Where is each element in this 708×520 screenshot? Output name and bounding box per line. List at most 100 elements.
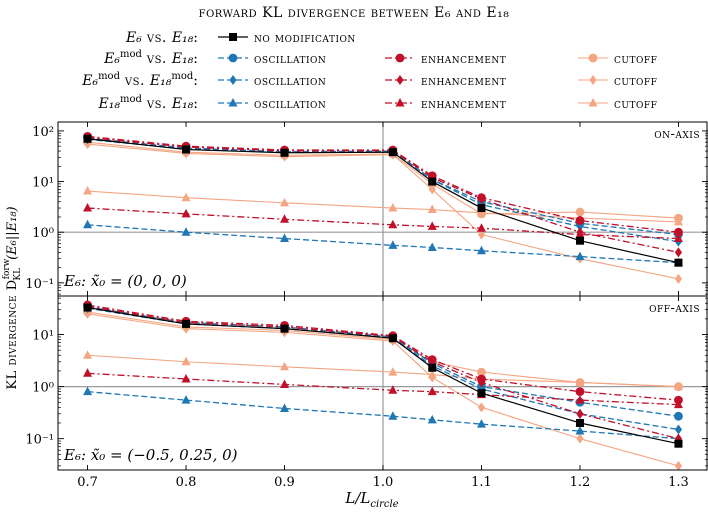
data-point [428, 184, 436, 195]
y-tick-label: 10⁻¹ [25, 277, 54, 292]
series-line [87, 313, 679, 467]
legend-swatch-marker [395, 98, 405, 107]
legend-entry-enhancement-triangle: enhancement [385, 97, 506, 112]
x-tick-label: 1.0 [373, 475, 394, 490]
data-point [575, 236, 584, 245]
data-point [673, 216, 683, 226]
data-point [674, 411, 683, 421]
legend-entry-none-square: no modification [218, 31, 356, 46]
series-line [87, 136, 679, 253]
legend-entry-label: oscillation [254, 74, 326, 89]
data-point [428, 177, 437, 186]
series-line [87, 138, 679, 264]
data-point [477, 367, 486, 377]
panel-annotation: E₆: x̃₀ = (0, 0, 0) [63, 272, 187, 290]
x-tick-label: 1.3 [668, 475, 689, 490]
legend-swatch-marker [228, 98, 238, 107]
series-line [87, 372, 679, 406]
y-axis-label: KL divergence DforwKL(E₆||E₁₈) [2, 206, 23, 389]
data-point [181, 395, 191, 404]
data-point [280, 233, 290, 243]
data-point [476, 245, 486, 255]
data-point [388, 385, 398, 394]
data-point [575, 229, 585, 239]
series-line [87, 141, 679, 219]
data-point [388, 240, 398, 249]
legend-swatch-marker [588, 98, 598, 107]
data-point [427, 221, 437, 230]
data-point [181, 208, 191, 218]
data-point [575, 216, 585, 225]
data-point [575, 395, 585, 404]
data-point [280, 197, 290, 207]
data-point [674, 227, 683, 237]
data-point [388, 334, 397, 343]
y-tick-label: 10¹ [32, 329, 54, 344]
data-point [576, 433, 584, 444]
legend-entry-label: no modification [254, 31, 356, 46]
data-point [674, 247, 683, 258]
data-point [476, 419, 486, 428]
legend-entry-oscillation-triangle: oscillation [218, 97, 326, 112]
data-point [280, 214, 290, 223]
x-tick-label: 0.8 [176, 475, 197, 490]
data-point [388, 367, 398, 376]
x-tick-labels: 0.7 0.8 0.9 1.0 1.1 1.2 1.3 [77, 475, 689, 490]
legend-entry-label: enhancement [421, 52, 506, 67]
data-point [427, 242, 437, 251]
data-point [575, 387, 585, 397]
x-tick-label: 1.2 [570, 475, 591, 490]
legend-entry-label: cutoff [614, 97, 657, 112]
x-tick-label: 0.7 [77, 475, 98, 490]
data-point [83, 308, 92, 319]
data-point [575, 251, 585, 261]
data-point [181, 227, 191, 236]
series-layer [83, 131, 683, 284]
data-point [388, 203, 398, 212]
legend-row-label: E₁₈mod vs. E₁₈: [98, 94, 198, 112]
x-tick-label: 1.1 [471, 475, 492, 490]
data-point [182, 319, 191, 328]
legend: E₆ vs. E₁₈: E₆mod vs. E₁₈: E₆mod vs. E₁₈mo… [81, 30, 657, 112]
data-point [181, 373, 191, 383]
data-point [477, 194, 486, 205]
legend-entry-label: oscillation [254, 52, 326, 67]
legend-entry-oscillation-circle: oscillation [218, 52, 326, 67]
y-tick-label: 10⁰ [32, 226, 54, 241]
legend-entry-enhancement-diamond: enhancement [385, 74, 506, 89]
data-point [280, 361, 290, 371]
series-line [87, 390, 679, 440]
legend-entry-cutoff-diamond: cutoff [578, 74, 657, 89]
data-point [182, 145, 191, 154]
legend-row-labels: E₆ vs. E₁₈: E₆mod vs. E₁₈: E₆mod vs. E₁₈mo… [81, 30, 198, 112]
legend-entry-label: cutoff [614, 52, 657, 67]
legend-entry-cutoff-circle: cutoff [578, 52, 657, 67]
data-point [427, 369, 437, 379]
data-point [477, 229, 486, 240]
data-point [83, 386, 93, 396]
data-point [575, 377, 585, 386]
data-point [477, 402, 486, 413]
legend-swatch-marker [229, 33, 237, 41]
legend-entries: no modification oscillation enhancement cut… [218, 31, 657, 112]
legend-swatch-marker [588, 53, 598, 63]
data-point [477, 204, 486, 213]
panel-tag: on-axis [654, 127, 700, 142]
series-layer [83, 300, 683, 470]
data-point [280, 403, 290, 412]
panel-off-axis: 10⁻¹ 10⁰ 10¹ off-axis E₆: x̃₀ = (−0.5, 0.25,… [25, 295, 708, 471]
legend-swatch-marker [589, 75, 597, 85]
data-point [427, 414, 437, 424]
legend-row-label: E₆mod vs. E₁₈: [103, 49, 198, 67]
data-point [674, 424, 683, 435]
panel-frame [57, 295, 708, 471]
legend-row-label: E₆ vs. E₁₈: [125, 30, 198, 46]
legend-entry-label: enhancement [421, 97, 506, 112]
data-point [477, 389, 486, 398]
series-line [87, 311, 679, 388]
data-point [83, 203, 93, 212]
data-point [428, 363, 437, 372]
data-point [673, 233, 683, 243]
data-point [388, 411, 398, 420]
